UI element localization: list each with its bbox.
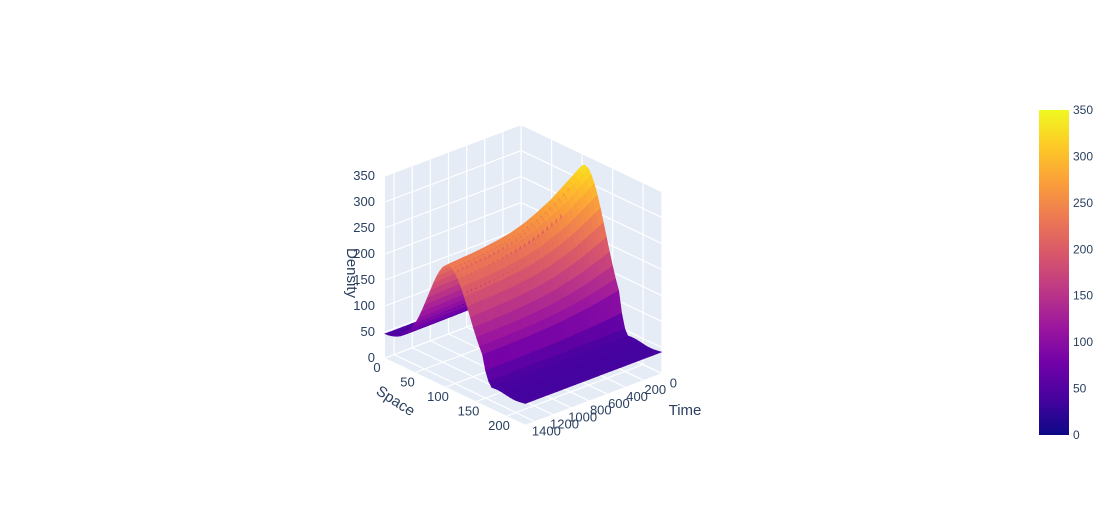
grid-z-left bbox=[384, 228, 522, 281]
time-tick-label: 800 bbox=[590, 403, 612, 418]
grid-t-floor bbox=[393, 354, 535, 422]
grid-t-floor bbox=[411, 347, 553, 415]
colorbar-tick-label: 0 bbox=[1073, 428, 1080, 442]
time-tick-label: 1200 bbox=[550, 416, 579, 431]
colorbar-tick-label: 100 bbox=[1073, 335, 1093, 349]
space-tick-label: 0 bbox=[373, 360, 380, 375]
colorbar-tick-label: 300 bbox=[1073, 149, 1093, 163]
time-tick-label: 200 bbox=[644, 382, 666, 397]
space-tick-label: 200 bbox=[488, 418, 510, 433]
grid-z-left bbox=[384, 150, 522, 203]
grid-z-left bbox=[384, 202, 522, 255]
colorbar-tick-label: 250 bbox=[1073, 196, 1093, 210]
density-tick-label: 250 bbox=[353, 220, 375, 235]
time-axis-title: Time bbox=[669, 402, 702, 419]
grid-z-right bbox=[520, 124, 662, 192]
space-tick-label: 150 bbox=[458, 404, 480, 419]
time-tick-label: 400 bbox=[626, 389, 648, 404]
grid-z-left bbox=[384, 176, 522, 229]
colorbar-gradient bbox=[1039, 110, 1069, 435]
density-tick-label: 200 bbox=[353, 246, 375, 261]
density-tick-label: 50 bbox=[361, 324, 375, 339]
time-tick-label: 0 bbox=[670, 375, 677, 390]
space-tick-label: 100 bbox=[427, 389, 449, 404]
colorbar-tick-label: 350 bbox=[1073, 103, 1093, 117]
density-tick-label: 350 bbox=[353, 168, 375, 183]
density-tick-label: 300 bbox=[353, 194, 375, 209]
space-axis-ticks: 0 50 100 150 200 bbox=[373, 360, 509, 433]
time-tick-label: 1000 bbox=[568, 410, 597, 425]
time-tick-label: 600 bbox=[608, 396, 630, 411]
space-tick-label: 50 bbox=[400, 375, 414, 390]
density-tick-label: 150 bbox=[353, 272, 375, 287]
grid-z-left bbox=[384, 124, 522, 177]
colorbar-tick-label: 50 bbox=[1073, 382, 1087, 396]
surface-patch bbox=[652, 350, 663, 355]
colorbar-tick-label: 200 bbox=[1073, 242, 1093, 256]
colorbar-ticks: 0 50 100 150 200 250 300 350 bbox=[1073, 103, 1093, 442]
time-tick-label: 1400 bbox=[532, 423, 561, 438]
density-surface[interactable] bbox=[384, 164, 663, 404]
density-axis-ticks: 0 50 100 150 200 250 300 350 bbox=[353, 168, 375, 365]
density-tick-label: 0 bbox=[368, 350, 375, 365]
density-axis-title: Density bbox=[343, 248, 360, 299]
density-tick-label: 100 bbox=[353, 298, 375, 313]
colorbar[interactable]: 0 50 100 150 200 250 300 350 bbox=[1039, 103, 1093, 442]
colorbar-tick-label: 150 bbox=[1073, 289, 1093, 303]
grid-s-floor bbox=[506, 364, 644, 417]
